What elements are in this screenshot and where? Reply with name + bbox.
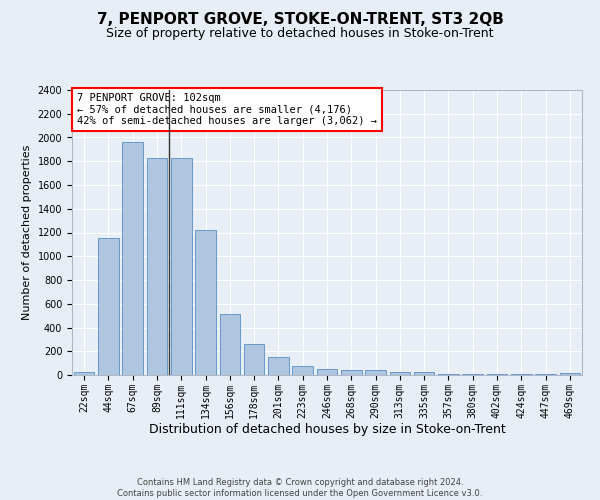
Bar — [244, 344, 265, 375]
Bar — [535, 374, 556, 375]
Bar — [463, 374, 483, 375]
Y-axis label: Number of detached properties: Number of detached properties — [22, 145, 32, 320]
Bar — [292, 366, 313, 375]
Bar — [511, 374, 532, 375]
Bar — [122, 142, 143, 375]
Text: 7, PENPORT GROVE, STOKE-ON-TRENT, ST3 2QB: 7, PENPORT GROVE, STOKE-ON-TRENT, ST3 2Q… — [97, 12, 503, 28]
Bar — [220, 314, 240, 375]
Bar — [146, 158, 167, 375]
Text: Contains HM Land Registry data © Crown copyright and database right 2024.
Contai: Contains HM Land Registry data © Crown c… — [118, 478, 482, 498]
Bar — [414, 372, 434, 375]
X-axis label: Distribution of detached houses by size in Stoke-on-Trent: Distribution of detached houses by size … — [149, 424, 505, 436]
Bar — [487, 374, 508, 375]
Text: 7 PENPORT GROVE: 102sqm
← 57% of detached houses are smaller (4,176)
42% of semi: 7 PENPORT GROVE: 102sqm ← 57% of detache… — [77, 93, 377, 126]
Bar — [74, 372, 94, 375]
Bar — [98, 238, 119, 375]
Bar — [317, 369, 337, 375]
Bar — [389, 372, 410, 375]
Bar — [438, 374, 459, 375]
Bar — [341, 370, 362, 375]
Bar — [365, 370, 386, 375]
Text: Size of property relative to detached houses in Stoke-on-Trent: Size of property relative to detached ho… — [106, 28, 494, 40]
Bar — [560, 372, 580, 375]
Bar — [171, 158, 191, 375]
Bar — [268, 357, 289, 375]
Bar — [195, 230, 216, 375]
